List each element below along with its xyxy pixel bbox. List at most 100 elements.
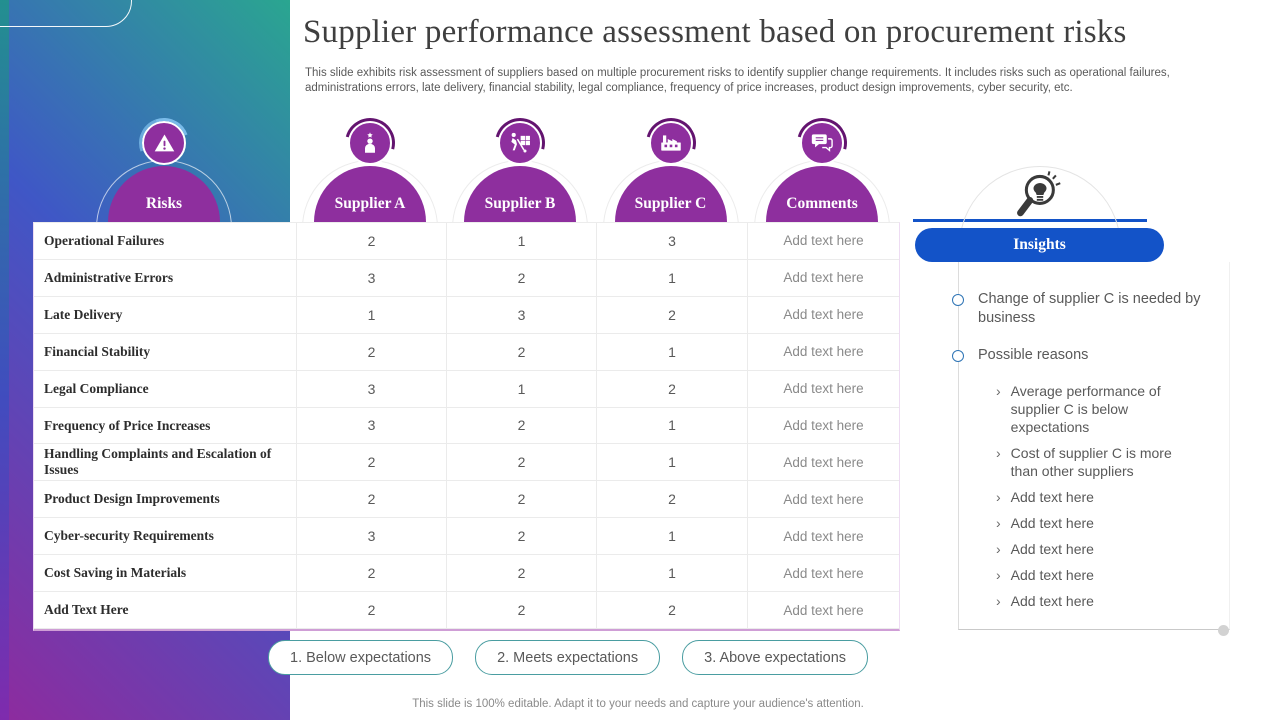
chevron-bullet-icon: › bbox=[996, 566, 1001, 583]
insights-arc bbox=[952, 162, 1128, 228]
risk-name-cell: Frequency of Price Increases bbox=[34, 408, 296, 445]
risk-assessment-table: Operational Failures 2 1 3 Add text here Admi… bbox=[33, 222, 900, 631]
column-header-label: Comments bbox=[786, 195, 858, 212]
rating-cell: 1 bbox=[596, 407, 747, 445]
insights-header: Insights bbox=[915, 228, 1164, 262]
comment-placeholder[interactable]: Add text here bbox=[747, 407, 899, 445]
risk-name-cell: Legal Compliance bbox=[34, 371, 296, 408]
comment-placeholder[interactable]: Add text here bbox=[747, 555, 899, 593]
rating-cell: 3 bbox=[446, 296, 596, 334]
circle-bullet-icon bbox=[952, 294, 964, 306]
column-header-risks: Risks bbox=[33, 110, 295, 296]
rating-cell: 2 bbox=[296, 333, 446, 371]
column-header-label: Supplier C bbox=[634, 195, 707, 212]
chevron-bullet-icon: › bbox=[996, 514, 1001, 531]
rating-cell: 2 bbox=[596, 481, 747, 519]
column-header-label: Supplier B bbox=[484, 195, 556, 212]
rating-cell: 1 bbox=[596, 333, 747, 371]
panel-end-dot bbox=[1218, 625, 1229, 636]
rating-cell: 2 bbox=[446, 407, 596, 445]
insight-bullet-text: Possible reasons bbox=[978, 346, 1089, 363]
risk-name-cell: Late Delivery bbox=[34, 297, 296, 334]
insight-bullet: Possible reasons bbox=[952, 346, 1228, 365]
rating-cell: 2 bbox=[296, 481, 446, 519]
column-header-label: Supplier A bbox=[334, 195, 406, 212]
rating-cell: 3 bbox=[596, 223, 747, 260]
insight-sub-text[interactable]: Add text here bbox=[1010, 592, 1094, 609]
hand-truck-icon bbox=[498, 121, 542, 165]
rating-cell: 3 bbox=[296, 370, 446, 408]
legend-pill-1: 1. Below expectations bbox=[268, 640, 454, 675]
risk-name-cell: Operational Failures bbox=[34, 223, 296, 260]
insight-sub-text: Average performance of supplier C is bel… bbox=[1010, 382, 1161, 435]
insight-bullet-text: Change of supplier C is needed by busine… bbox=[978, 291, 1201, 327]
risk-name-cell: Cyber-security Requirements bbox=[34, 518, 296, 556]
risk-name-cell: Handling Complaints and Escalation of Is… bbox=[34, 444, 296, 482]
rating-cell: 2 bbox=[446, 259, 596, 297]
rating-cell: 1 bbox=[596, 259, 747, 297]
comment-placeholder[interactable]: Add text here bbox=[747, 370, 899, 408]
comment-placeholder[interactable]: Add text here bbox=[747, 333, 899, 371]
risk-name-cell: Financial Stability bbox=[34, 334, 296, 371]
insight-sub-text[interactable]: Add text here bbox=[1010, 514, 1094, 531]
comment-placeholder[interactable]: Add text here bbox=[747, 592, 899, 629]
comment-placeholder[interactable]: Add text here bbox=[747, 444, 899, 482]
rating-cell: 2 bbox=[296, 592, 446, 629]
person-star-icon bbox=[348, 121, 392, 165]
rating-cell: 2 bbox=[596, 296, 747, 334]
rating-cell: 3 bbox=[296, 407, 446, 445]
insights-header-label: Insights bbox=[1013, 236, 1066, 253]
rating-cell: 2 bbox=[596, 370, 747, 408]
insight-sub-text: Cost of supplier C is more than other su… bbox=[1010, 444, 1172, 479]
insights-bullet-list: Change of supplier C is needed by busine… bbox=[952, 290, 1228, 618]
risk-name-cell[interactable]: Add Text Here bbox=[34, 592, 296, 629]
rating-cell: 2 bbox=[446, 592, 596, 629]
page-title: Supplier performance assessment based on… bbox=[303, 14, 1127, 50]
insight-sub-text[interactable]: Add text here bbox=[1010, 540, 1094, 557]
editability-note: This slide is 100% editable. Adapt it to… bbox=[412, 698, 864, 710]
rating-cell: 1 bbox=[446, 370, 596, 408]
insight-sub-bullet: › Average performance of supplier C is be… bbox=[996, 382, 1228, 436]
risk-name-cell: Cost Saving in Materials bbox=[34, 555, 296, 593]
insight-sub-bullet: › Add text here bbox=[996, 488, 1228, 506]
comment-placeholder[interactable]: Add text here bbox=[747, 481, 899, 519]
legend-pill-2: 2. Meets expectations bbox=[475, 640, 661, 675]
rating-cell: 1 bbox=[446, 223, 596, 260]
warning-icon bbox=[142, 121, 186, 165]
rating-cell: 2 bbox=[446, 518, 596, 556]
insight-sub-bullet: › Add text here bbox=[996, 592, 1228, 610]
table-column-headers: Risks Supplier A Supplier B Supplier C Comme… bbox=[33, 110, 898, 296]
column-header-comments: Comments bbox=[746, 110, 898, 296]
left-edge-strip bbox=[0, 0, 9, 720]
rating-cell: 2 bbox=[296, 223, 446, 260]
insight-sub-text[interactable]: Add text here bbox=[1010, 488, 1094, 505]
decorative-corner-line bbox=[0, 0, 132, 27]
rating-cell: 1 bbox=[296, 296, 446, 334]
rating-cell: 1 bbox=[596, 518, 747, 556]
circle-bullet-icon bbox=[952, 349, 964, 362]
rating-cell: 2 bbox=[446, 481, 596, 519]
risk-name-cell: Product Design Improvements bbox=[34, 481, 296, 519]
comment-placeholder[interactable]: Add text here bbox=[747, 518, 899, 556]
rating-cell: 1 bbox=[596, 555, 747, 593]
rating-cell: 1 bbox=[596, 444, 747, 482]
column-header-supplier-c: Supplier C bbox=[595, 110, 746, 296]
slide-description: This slide exhibits risk assessment of s… bbox=[305, 67, 1170, 94]
column-header-label: Risks bbox=[145, 195, 183, 212]
risk-name-cell: Administrative Errors bbox=[34, 260, 296, 297]
insights-panel bbox=[958, 262, 1230, 630]
chat-bubbles-icon bbox=[800, 121, 844, 165]
rating-cell: 3 bbox=[296, 518, 446, 556]
rating-cell: 2 bbox=[446, 555, 596, 593]
insight-sub-text[interactable]: Add text here bbox=[1010, 566, 1094, 583]
chevron-bullet-icon: › bbox=[996, 592, 1001, 609]
rating-cell: 2 bbox=[596, 592, 747, 629]
rating-cell: 2 bbox=[446, 333, 596, 371]
insight-sub-bullet: › Add text here bbox=[996, 540, 1228, 558]
factory-icon bbox=[648, 121, 693, 165]
comment-placeholder[interactable]: Add text here bbox=[747, 296, 899, 334]
chevron-bullet-icon: › bbox=[996, 540, 1001, 557]
comment-placeholder[interactable]: Add text here bbox=[747, 259, 899, 297]
comment-placeholder[interactable]: Add text here bbox=[747, 223, 899, 260]
